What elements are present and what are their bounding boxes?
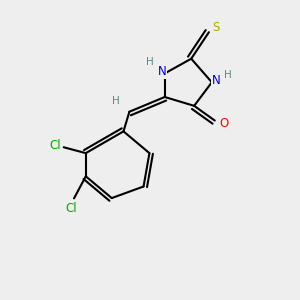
Text: H: H — [224, 70, 232, 80]
Text: Cl: Cl — [49, 139, 61, 152]
Text: Cl: Cl — [65, 202, 77, 215]
Text: H: H — [112, 96, 120, 106]
Text: H: H — [146, 57, 154, 67]
Text: O: O — [219, 117, 228, 130]
Text: N: N — [212, 74, 220, 87]
Text: S: S — [213, 21, 220, 34]
Text: N: N — [158, 65, 166, 79]
